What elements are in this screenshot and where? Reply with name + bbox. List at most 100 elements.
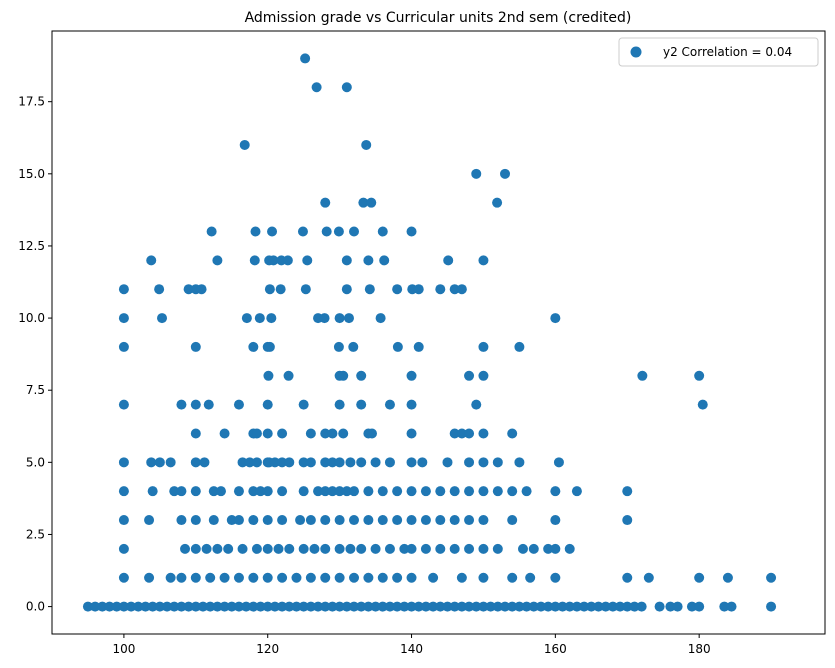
data-point bbox=[456, 572, 467, 583]
data-point bbox=[361, 139, 372, 150]
data-point bbox=[384, 457, 395, 468]
data-point bbox=[377, 515, 388, 526]
data-point bbox=[384, 601, 395, 612]
data-point bbox=[321, 226, 332, 237]
data-point bbox=[557, 601, 568, 612]
data-point bbox=[349, 515, 360, 526]
data-point bbox=[348, 341, 359, 352]
data-point bbox=[413, 341, 424, 352]
data-point bbox=[305, 601, 316, 612]
x-tick-label: 160 bbox=[544, 642, 567, 656]
data-point bbox=[528, 601, 539, 612]
data-point bbox=[349, 486, 360, 497]
data-point bbox=[118, 313, 129, 324]
data-point bbox=[251, 428, 262, 439]
data-point bbox=[298, 543, 309, 554]
data-point bbox=[543, 543, 554, 554]
data-point bbox=[215, 486, 226, 497]
data-point bbox=[514, 457, 525, 468]
data-point bbox=[162, 601, 173, 612]
data-point bbox=[406, 428, 417, 439]
data-point bbox=[694, 601, 705, 612]
data-point bbox=[251, 457, 262, 468]
data-point bbox=[219, 428, 230, 439]
data-point bbox=[492, 486, 503, 497]
data-point bbox=[406, 572, 417, 583]
data-point bbox=[478, 370, 489, 381]
data-point bbox=[226, 515, 237, 526]
data-point bbox=[399, 601, 410, 612]
y-tick-label: 5.0 bbox=[26, 455, 45, 469]
data-point bbox=[333, 341, 344, 352]
data-point bbox=[370, 601, 381, 612]
data-point bbox=[435, 515, 446, 526]
data-point bbox=[377, 226, 388, 237]
data-point bbox=[435, 601, 446, 612]
data-point bbox=[363, 572, 374, 583]
data-point bbox=[223, 543, 234, 554]
data-point bbox=[356, 399, 367, 410]
data-point bbox=[694, 370, 705, 381]
data-point bbox=[406, 370, 417, 381]
data-point bbox=[282, 255, 293, 266]
data-point bbox=[313, 486, 324, 497]
data-point bbox=[334, 457, 345, 468]
data-point bbox=[449, 515, 460, 526]
data-point bbox=[133, 601, 144, 612]
data-point bbox=[118, 457, 129, 468]
x-tick-label: 180 bbox=[688, 642, 711, 656]
data-point bbox=[118, 543, 129, 554]
data-point bbox=[250, 226, 261, 237]
data-point bbox=[111, 601, 122, 612]
data-point bbox=[320, 428, 331, 439]
data-point bbox=[283, 370, 294, 381]
data-point bbox=[449, 601, 460, 612]
data-point bbox=[550, 486, 561, 497]
data-point bbox=[169, 486, 180, 497]
data-point bbox=[485, 601, 496, 612]
data-point bbox=[766, 572, 777, 583]
data-point bbox=[363, 601, 374, 612]
data-point bbox=[118, 486, 129, 497]
data-point bbox=[406, 543, 417, 554]
data-point bbox=[309, 543, 320, 554]
data-point bbox=[327, 601, 338, 612]
data-point bbox=[564, 601, 575, 612]
data-point bbox=[319, 313, 330, 324]
data-point bbox=[263, 370, 274, 381]
data-point bbox=[190, 601, 201, 612]
data-point bbox=[300, 53, 311, 64]
data-point bbox=[212, 255, 223, 266]
data-point bbox=[435, 284, 446, 295]
data-point bbox=[219, 601, 230, 612]
data-point bbox=[165, 572, 176, 583]
data-point bbox=[334, 572, 345, 583]
data-point bbox=[406, 515, 417, 526]
data-point bbox=[154, 284, 165, 295]
data-point bbox=[277, 515, 288, 526]
data-point bbox=[686, 601, 697, 612]
data-point bbox=[456, 284, 467, 295]
data-point bbox=[180, 543, 191, 554]
data-point bbox=[338, 370, 349, 381]
data-point bbox=[248, 515, 259, 526]
data-point bbox=[219, 572, 230, 583]
data-point bbox=[622, 486, 633, 497]
data-point bbox=[413, 284, 424, 295]
data-point bbox=[154, 457, 165, 468]
data-point bbox=[579, 601, 590, 612]
data-point bbox=[464, 486, 475, 497]
data-point bbox=[118, 284, 129, 295]
data-point bbox=[154, 601, 165, 612]
data-point bbox=[358, 197, 369, 208]
data-point bbox=[118, 341, 129, 352]
y-tick-label: 12.5 bbox=[18, 239, 45, 253]
data-point bbox=[553, 457, 564, 468]
data-point bbox=[320, 543, 331, 554]
data-point bbox=[564, 543, 575, 554]
data-point bbox=[233, 601, 244, 612]
data-point bbox=[517, 543, 528, 554]
data-point bbox=[264, 341, 275, 352]
data-point bbox=[277, 428, 288, 439]
